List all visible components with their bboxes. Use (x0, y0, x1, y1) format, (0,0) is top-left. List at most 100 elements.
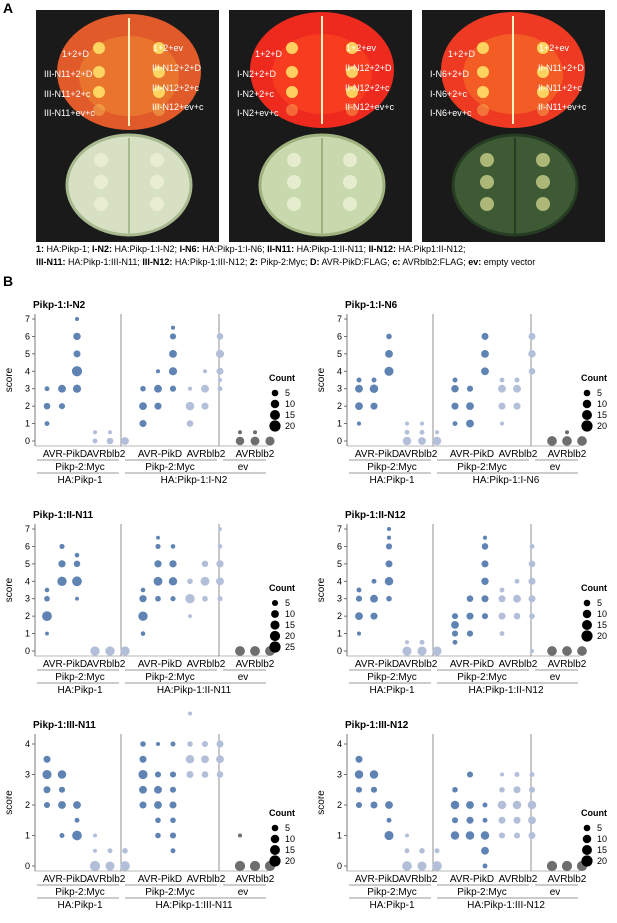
data-point (513, 612, 521, 620)
legend-size-label: 5 (597, 823, 602, 833)
data-point (139, 420, 147, 428)
data-point (498, 816, 506, 824)
data-point (499, 786, 505, 793)
pikp2-label: Pikp-2:Myc (55, 672, 104, 683)
data-point (498, 595, 506, 603)
y-tick-label: 6 (337, 331, 342, 341)
data-point (139, 755, 147, 763)
y-tick-label: 1 (337, 629, 342, 639)
legend-desc: HA:Pikp1:II-N12; (395, 244, 466, 254)
data-point (434, 430, 440, 435)
data-point (452, 377, 458, 383)
data-point (419, 421, 425, 426)
data-point (513, 832, 521, 839)
leaf-illustration (57, 14, 201, 237)
y-tick-label: 3 (337, 594, 342, 604)
data-point (451, 620, 459, 629)
effector-label: AVRblb2 (236, 449, 275, 460)
legend-desc: empty vector (481, 257, 536, 267)
pikp2-label: ev (550, 672, 561, 683)
data-point (402, 436, 412, 446)
pikp1-label: HA:Pikp-1 (369, 475, 414, 486)
data-point (528, 560, 536, 568)
pikp2-label: ev (238, 462, 249, 473)
data-point (528, 786, 536, 793)
data-point (169, 385, 177, 392)
y-tick-label: 3 (25, 770, 30, 780)
pikp2-label: Pikp-2:Myc (367, 462, 416, 473)
data-point (529, 543, 535, 549)
data-point (434, 848, 440, 854)
data-point (499, 587, 505, 593)
data-point (187, 711, 193, 716)
data-point (217, 596, 223, 602)
data-point (155, 543, 161, 550)
data-point (386, 817, 392, 823)
leaf-label-right: II-N12+ev+c (345, 102, 395, 112)
effector-label: AVRblb2 (187, 874, 226, 885)
effector-label: AVRblb2 (87, 659, 126, 670)
data-point (217, 386, 223, 392)
legend-key: c: (392, 257, 401, 267)
data-point (385, 349, 393, 358)
pikp2-label: ev (238, 887, 249, 898)
data-point (90, 646, 100, 656)
y-tick-label: 4 (337, 576, 342, 586)
data-point (451, 384, 459, 393)
data-point (419, 847, 425, 854)
data-point (481, 613, 489, 620)
data-point (216, 333, 224, 340)
legend-size-label: 15 (285, 410, 295, 420)
data-point (482, 802, 488, 808)
leaf-label-left: I-N2+2+D (237, 69, 277, 79)
effector-label: AVRblb2 (399, 449, 438, 460)
data-point (481, 846, 489, 855)
data-point (170, 325, 176, 330)
leaf-label-right: II-N12+2+D (345, 63, 392, 73)
pikp2-label: ev (550, 462, 561, 473)
data-point (498, 832, 506, 839)
y-tick-label: 2 (25, 611, 30, 621)
leaf-label-right: II-N11+ev+c (538, 102, 587, 112)
legend-size-dot (270, 410, 280, 420)
data-point (250, 436, 260, 446)
leaf-label-left: III-N11+ev+c (44, 108, 95, 118)
pikp2-label: Pikp-2:Myc (457, 672, 506, 683)
legend-size-dot (583, 824, 591, 832)
data-point (74, 552, 80, 558)
data-point (481, 577, 489, 586)
y-tick-label: 5 (337, 559, 342, 569)
y-tick-label: 6 (25, 541, 30, 551)
data-point (72, 830, 82, 841)
legend-size-label: 5 (597, 598, 602, 608)
data-point (466, 385, 474, 392)
data-point (482, 535, 488, 540)
data-point (577, 436, 587, 446)
data-point (107, 848, 113, 854)
effector-label: AVR-PikD (450, 449, 494, 460)
data-point (105, 861, 115, 871)
legend-desc: AVRblb2:FLAG; (400, 257, 469, 267)
data-point (168, 367, 178, 376)
legend-size-label: 10 (597, 609, 607, 619)
data-point (481, 595, 489, 603)
pikp2-label: Pikp-2:Myc (367, 887, 416, 898)
legend-title: Count (581, 808, 607, 818)
legend-desc: HA:Pikp-1:II-N11; (294, 244, 369, 254)
effector-label: AVR-PikD (138, 449, 182, 460)
data-point (452, 639, 458, 645)
y-tick-label: 3 (25, 594, 30, 604)
data-point (106, 437, 114, 445)
pikp1-label: HA:Pikp-1 (369, 900, 414, 911)
legend-size-label: 15 (285, 620, 295, 630)
data-point (154, 785, 162, 794)
pikp1-label: HA:Pikp-1 (57, 475, 102, 486)
data-point (499, 421, 505, 426)
data-point (92, 438, 98, 444)
data-point (249, 860, 261, 872)
y-tick-label: 1 (25, 629, 30, 639)
leaf-label-right: 1+2+ev (346, 43, 377, 53)
pikp2-label: ev (550, 887, 561, 898)
data-point (466, 402, 474, 411)
